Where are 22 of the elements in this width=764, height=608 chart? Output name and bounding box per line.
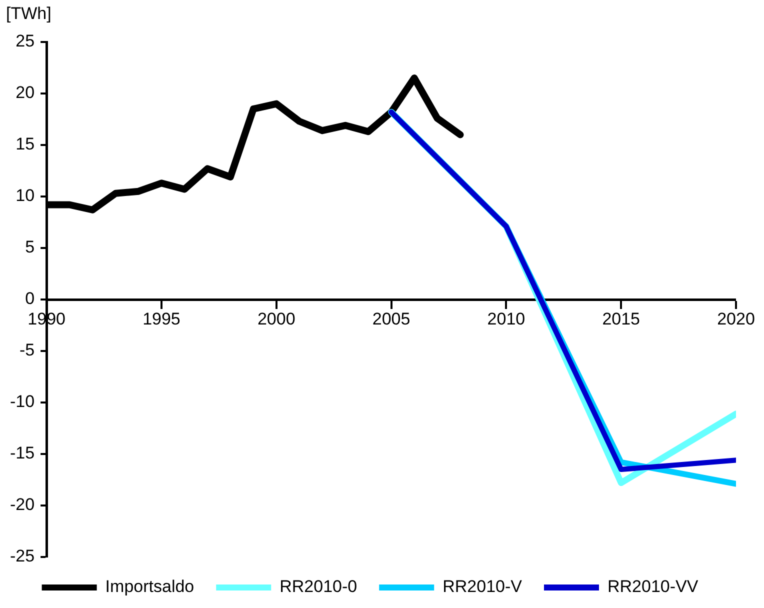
y-tick-label: 20 [16, 83, 35, 102]
legend-label: RR2010-VV [607, 577, 699, 596]
x-tick-label: 2020 [717, 309, 755, 328]
x-tick-label: 2015 [602, 309, 640, 328]
y-axis-title: [TWh] [6, 4, 52, 24]
legend-label: RR2010-V [442, 577, 523, 596]
y-tick-label: -25 [10, 546, 35, 566]
legend-label: Importsaldo [105, 577, 194, 596]
y-tick-label: -5 [19, 340, 35, 360]
y-tick-label: -20 [10, 495, 35, 514]
legend-label: RR2010-0 [280, 577, 358, 596]
x-tick-label: 2005 [372, 309, 410, 328]
y-tick-label: 0 [25, 289, 35, 308]
x-tick-label: 2000 [257, 309, 296, 328]
x-tick-label: 1995 [142, 309, 180, 328]
y-tick-label: -15 [10, 444, 35, 463]
y-tick-label: 15 [16, 134, 35, 154]
y-tick-label: 25 [16, 32, 35, 51]
y-tick-label: 10 [16, 186, 35, 206]
y-tick-label: 5 [25, 238, 35, 257]
x-tick-label: 2010 [487, 309, 526, 328]
y-tick-label: -10 [10, 392, 35, 412]
